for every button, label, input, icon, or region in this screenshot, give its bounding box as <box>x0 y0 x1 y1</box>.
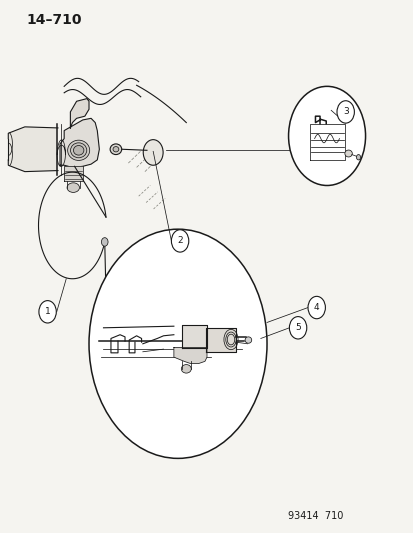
Circle shape <box>289 317 306 339</box>
Circle shape <box>307 296 325 319</box>
Polygon shape <box>64 166 83 181</box>
Text: 2: 2 <box>177 237 183 245</box>
Circle shape <box>336 101 354 123</box>
Text: 4: 4 <box>313 303 319 312</box>
Ellipse shape <box>110 144 121 155</box>
Polygon shape <box>60 118 99 168</box>
Polygon shape <box>8 127 58 172</box>
Circle shape <box>101 238 108 246</box>
Circle shape <box>39 301 56 323</box>
Ellipse shape <box>67 140 90 160</box>
Ellipse shape <box>181 365 191 373</box>
Text: 14–710: 14–710 <box>27 13 82 27</box>
Ellipse shape <box>244 337 251 343</box>
Ellipse shape <box>344 150 351 157</box>
Ellipse shape <box>73 146 84 155</box>
Circle shape <box>288 86 365 185</box>
Polygon shape <box>206 328 235 352</box>
Polygon shape <box>182 325 206 348</box>
Ellipse shape <box>113 147 119 152</box>
Text: 5: 5 <box>294 324 300 332</box>
Circle shape <box>89 229 266 458</box>
Polygon shape <box>70 99 89 128</box>
Polygon shape <box>173 348 206 364</box>
Ellipse shape <box>70 143 87 158</box>
Text: 93414  710: 93414 710 <box>287 511 342 521</box>
Circle shape <box>171 230 188 252</box>
Circle shape <box>143 140 163 165</box>
Circle shape <box>356 155 360 160</box>
Text: 1: 1 <box>45 308 50 316</box>
Text: 3: 3 <box>342 108 348 116</box>
Ellipse shape <box>67 183 79 192</box>
